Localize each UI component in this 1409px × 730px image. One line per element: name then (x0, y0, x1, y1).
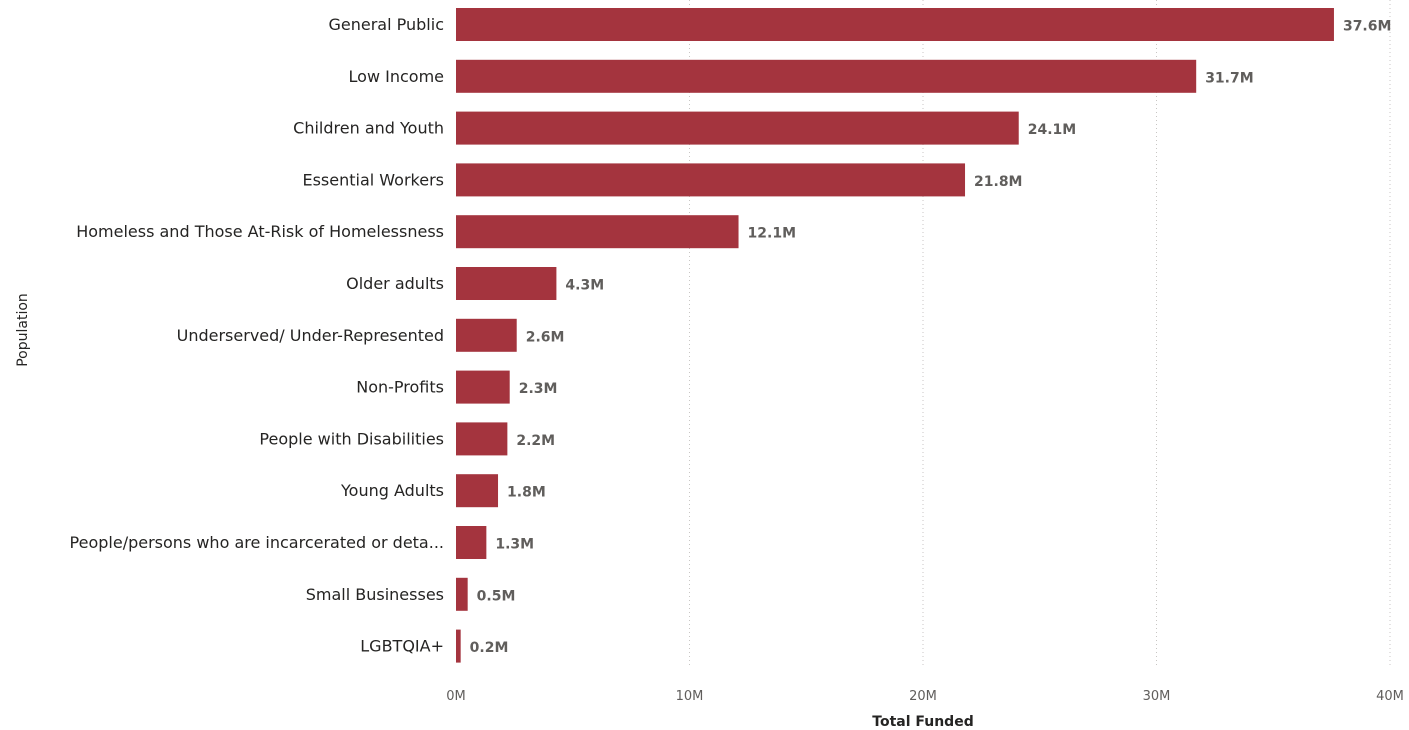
bar[interactable] (456, 267, 557, 300)
bar[interactable] (456, 474, 499, 508)
category-label: Essential Workers (302, 170, 444, 189)
data-labels: 37.6M 31.7M 24.1M 21.8M 12.1M 4.3M 2.6M 2.3M 2.2… (470, 19, 1392, 657)
category-label: People with Disabilities (259, 429, 444, 448)
data-label: 0.2M (470, 640, 509, 656)
data-label: 2.3M (519, 381, 558, 397)
category-label: Older adults (346, 274, 444, 293)
bar[interactable] (456, 370, 510, 404)
data-label: 1.8M (507, 485, 546, 501)
bar[interactable] (456, 318, 517, 352)
data-label: 0.5M (477, 588, 516, 604)
x-tick-label: 40M (1376, 689, 1404, 704)
x-axis-title: Total Funded (872, 714, 973, 730)
category-label: Low Income (349, 67, 444, 86)
data-label: 31.7M (1205, 70, 1253, 86)
x-tick-label: 20M (909, 689, 937, 704)
bar[interactable] (456, 422, 508, 456)
bar[interactable] (456, 163, 966, 197)
data-label: 12.1M (748, 226, 796, 242)
category-label: People/persons who are incarcerated or d… (70, 533, 444, 552)
gridlines (689, 0, 1391, 668)
data-label: 21.8M (974, 174, 1022, 190)
bar[interactable] (456, 577, 468, 611)
x-tick-label: 10M (676, 689, 704, 704)
x-tick-label: 0M (446, 689, 466, 704)
bar[interactable] (456, 215, 739, 249)
category-label: Non-Profits (356, 378, 444, 397)
data-label: 37.6M (1343, 19, 1391, 35)
category-label: Young Adults (340, 481, 444, 500)
category-labels: General Public Low Income Children and You… (70, 15, 444, 656)
data-label: 4.3M (565, 278, 604, 294)
bars (456, 8, 1334, 663)
bar[interactable] (456, 629, 461, 663)
bar[interactable] (456, 59, 1197, 93)
category-label: Children and Youth (293, 119, 444, 138)
y-axis-title: Population (15, 293, 31, 367)
bar[interactable] (456, 8, 1334, 41)
data-label: 24.1M (1028, 122, 1076, 138)
bar[interactable] (456, 111, 1019, 145)
data-label: 2.6M (526, 329, 565, 345)
category-label: Underserved/ Under-Represented (177, 326, 444, 345)
category-label: Small Businesses (306, 585, 444, 604)
x-axis-ticks: 0M 10M 20M 30M 40M (446, 689, 1404, 704)
category-label: Homeless and Those At-Risk of Homelessne… (76, 222, 444, 241)
data-label: 1.3M (495, 537, 534, 553)
data-label: 2.2M (516, 433, 555, 449)
bar[interactable] (456, 526, 487, 559)
category-label: LGBTQIA+ (360, 637, 444, 656)
category-label: General Public (329, 15, 445, 34)
x-tick-label: 30M (1143, 689, 1171, 704)
